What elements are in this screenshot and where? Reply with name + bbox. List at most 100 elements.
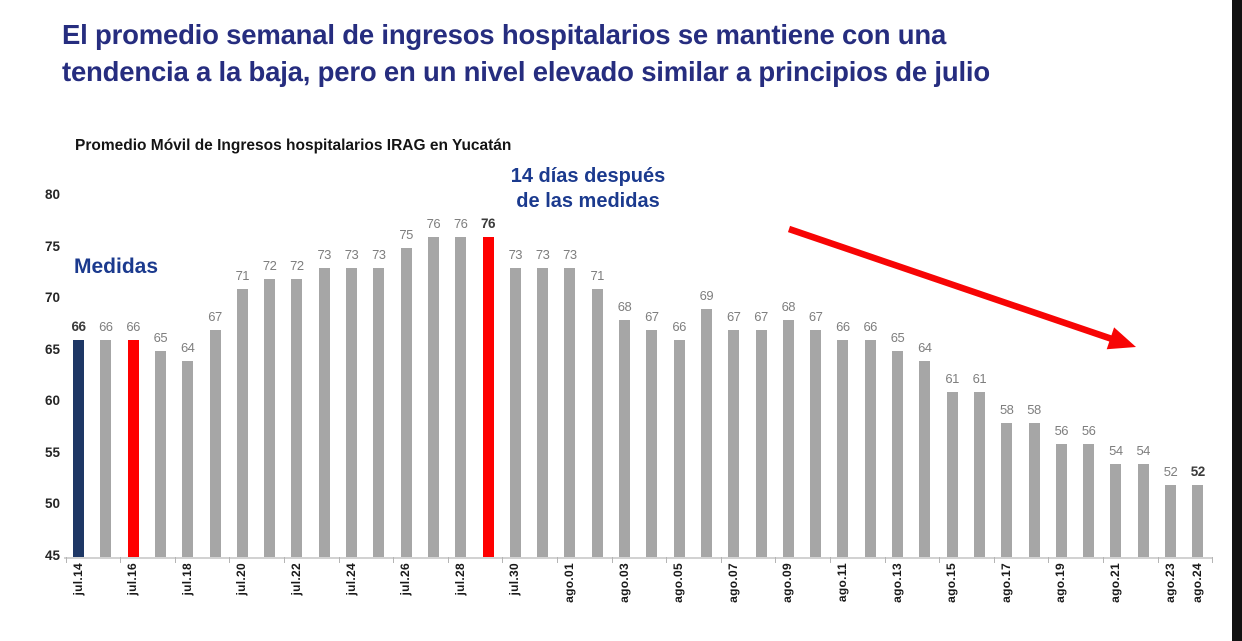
x-axis-label: ago.17: [998, 563, 1013, 603]
bar: [318, 268, 330, 557]
x-axis-label: jul.30: [507, 563, 522, 596]
slide-title-line2: tendencia a la baja, pero en un nivel el…: [62, 56, 990, 87]
x-axis-tick: [283, 557, 285, 563]
bar-value-label: 67: [726, 309, 741, 325]
bar: [1165, 484, 1176, 557]
bar: [728, 330, 740, 557]
bar: [892, 350, 903, 557]
x-axis-label: jul.20: [234, 563, 249, 596]
bar: [1083, 443, 1095, 557]
x-axis-tick: [829, 557, 831, 563]
bar-value-label: 73: [508, 247, 523, 263]
slide-title: El promedio semanal de ingresos hospital…: [62, 16, 990, 90]
y-axis-label: 60: [44, 393, 60, 409]
bar: [837, 340, 849, 557]
bar-value-label: 65: [153, 329, 168, 345]
bar-value-label: 66: [672, 319, 686, 335]
y-axis-label: 65: [44, 341, 60, 357]
bar-value-label: 52: [1190, 463, 1206, 479]
bar: [182, 361, 194, 557]
x-axis-tick: [775, 557, 777, 563]
y-axis-label: 70: [44, 290, 60, 306]
x-axis-label: jul.16: [125, 563, 140, 596]
x-axis-label: jul.22: [288, 563, 303, 596]
bar: [127, 340, 139, 557]
x-axis-label: jul.18: [179, 563, 194, 596]
bar-value-label: 71: [590, 267, 604, 283]
bar-value-label: 73: [372, 247, 386, 263]
bar: [509, 268, 521, 557]
x-axis-label: jul.28: [452, 563, 467, 596]
bar: [810, 330, 822, 557]
x-axis-label: ago.21: [1107, 563, 1122, 603]
x-axis-tick: [611, 557, 613, 563]
bar: [100, 340, 112, 557]
x-axis-label: ago.15: [944, 563, 959, 603]
bar-value-label: 52: [1163, 463, 1178, 479]
bar-value-label: 66: [71, 319, 86, 335]
bar-value-label: 73: [535, 247, 550, 263]
bar: [1110, 464, 1122, 557]
y-axis-label: 45: [44, 548, 60, 563]
x-axis-label: jul.26: [398, 563, 413, 596]
bar: [591, 288, 603, 557]
x-axis-label: ago.24: [1189, 563, 1204, 603]
slide-title-line1: El promedio semanal de ingresos hospital…: [62, 19, 947, 50]
bar: [782, 319, 794, 557]
after-measures-line2: de las medidas: [516, 190, 660, 212]
bar: [946, 391, 958, 557]
bar: [236, 288, 248, 557]
bar-value-label: 72: [262, 257, 277, 273]
bar-value-label: 69: [699, 288, 714, 304]
bar: [646, 330, 658, 557]
bar: [973, 391, 985, 557]
y-axis-label: 55: [44, 444, 60, 460]
bar: [154, 350, 166, 557]
x-axis-label: ago.07: [725, 563, 740, 603]
bar-value-label: 64: [918, 340, 932, 356]
x-axis-tick: [1212, 557, 1214, 563]
y-axis-label: 80: [44, 187, 60, 202]
y-axis-label: 50: [44, 496, 60, 512]
bar: [455, 237, 467, 557]
bar-value-label: 58: [1027, 401, 1041, 417]
bar: [291, 278, 303, 557]
bar: [209, 330, 221, 557]
bar: [1055, 443, 1067, 557]
x-axis-label: ago.05: [671, 563, 686, 603]
bar-value-label: 75: [399, 226, 413, 242]
x-axis-tick: [502, 557, 504, 563]
bar: [564, 268, 576, 557]
bar-value-label: 72: [290, 257, 304, 273]
bar-value-label: 67: [754, 309, 768, 325]
bar-value-label: 58: [999, 401, 1014, 417]
bar: [700, 309, 712, 557]
x-axis-tick: [447, 557, 449, 563]
x-axis-tick: [884, 557, 886, 563]
bar-value-label: 76: [453, 216, 468, 232]
bar-value-label: 68: [617, 298, 632, 314]
bar: [427, 237, 439, 557]
bar-value-label: 66: [126, 319, 140, 335]
bar-value-label: 73: [563, 247, 577, 263]
bar: [864, 340, 876, 557]
bar-value-label: 66: [99, 319, 113, 335]
after-measures-line1: 14 días después: [510, 165, 666, 187]
bar-value-label: 54: [1136, 443, 1150, 459]
bar-value-label: 67: [208, 309, 222, 325]
x-axis-tick: [666, 557, 668, 563]
x-axis-line: [64, 557, 1213, 559]
x-axis-tick: [120, 557, 122, 563]
bar-value-label: 67: [645, 309, 659, 325]
bar: [73, 340, 84, 557]
medidas-annotation: Medidas: [74, 255, 159, 278]
bar-value-label: 76: [426, 216, 441, 232]
x-axis-label: ago.03: [616, 563, 631, 603]
x-axis-label: jul.24: [343, 563, 358, 596]
chart-title: Promedio Móvil de Ingresos hospitalarios…: [75, 137, 512, 154]
bar: [482, 237, 494, 557]
x-axis-label: ago.23: [1162, 563, 1177, 603]
x-axis-label: ago.11: [834, 563, 849, 603]
